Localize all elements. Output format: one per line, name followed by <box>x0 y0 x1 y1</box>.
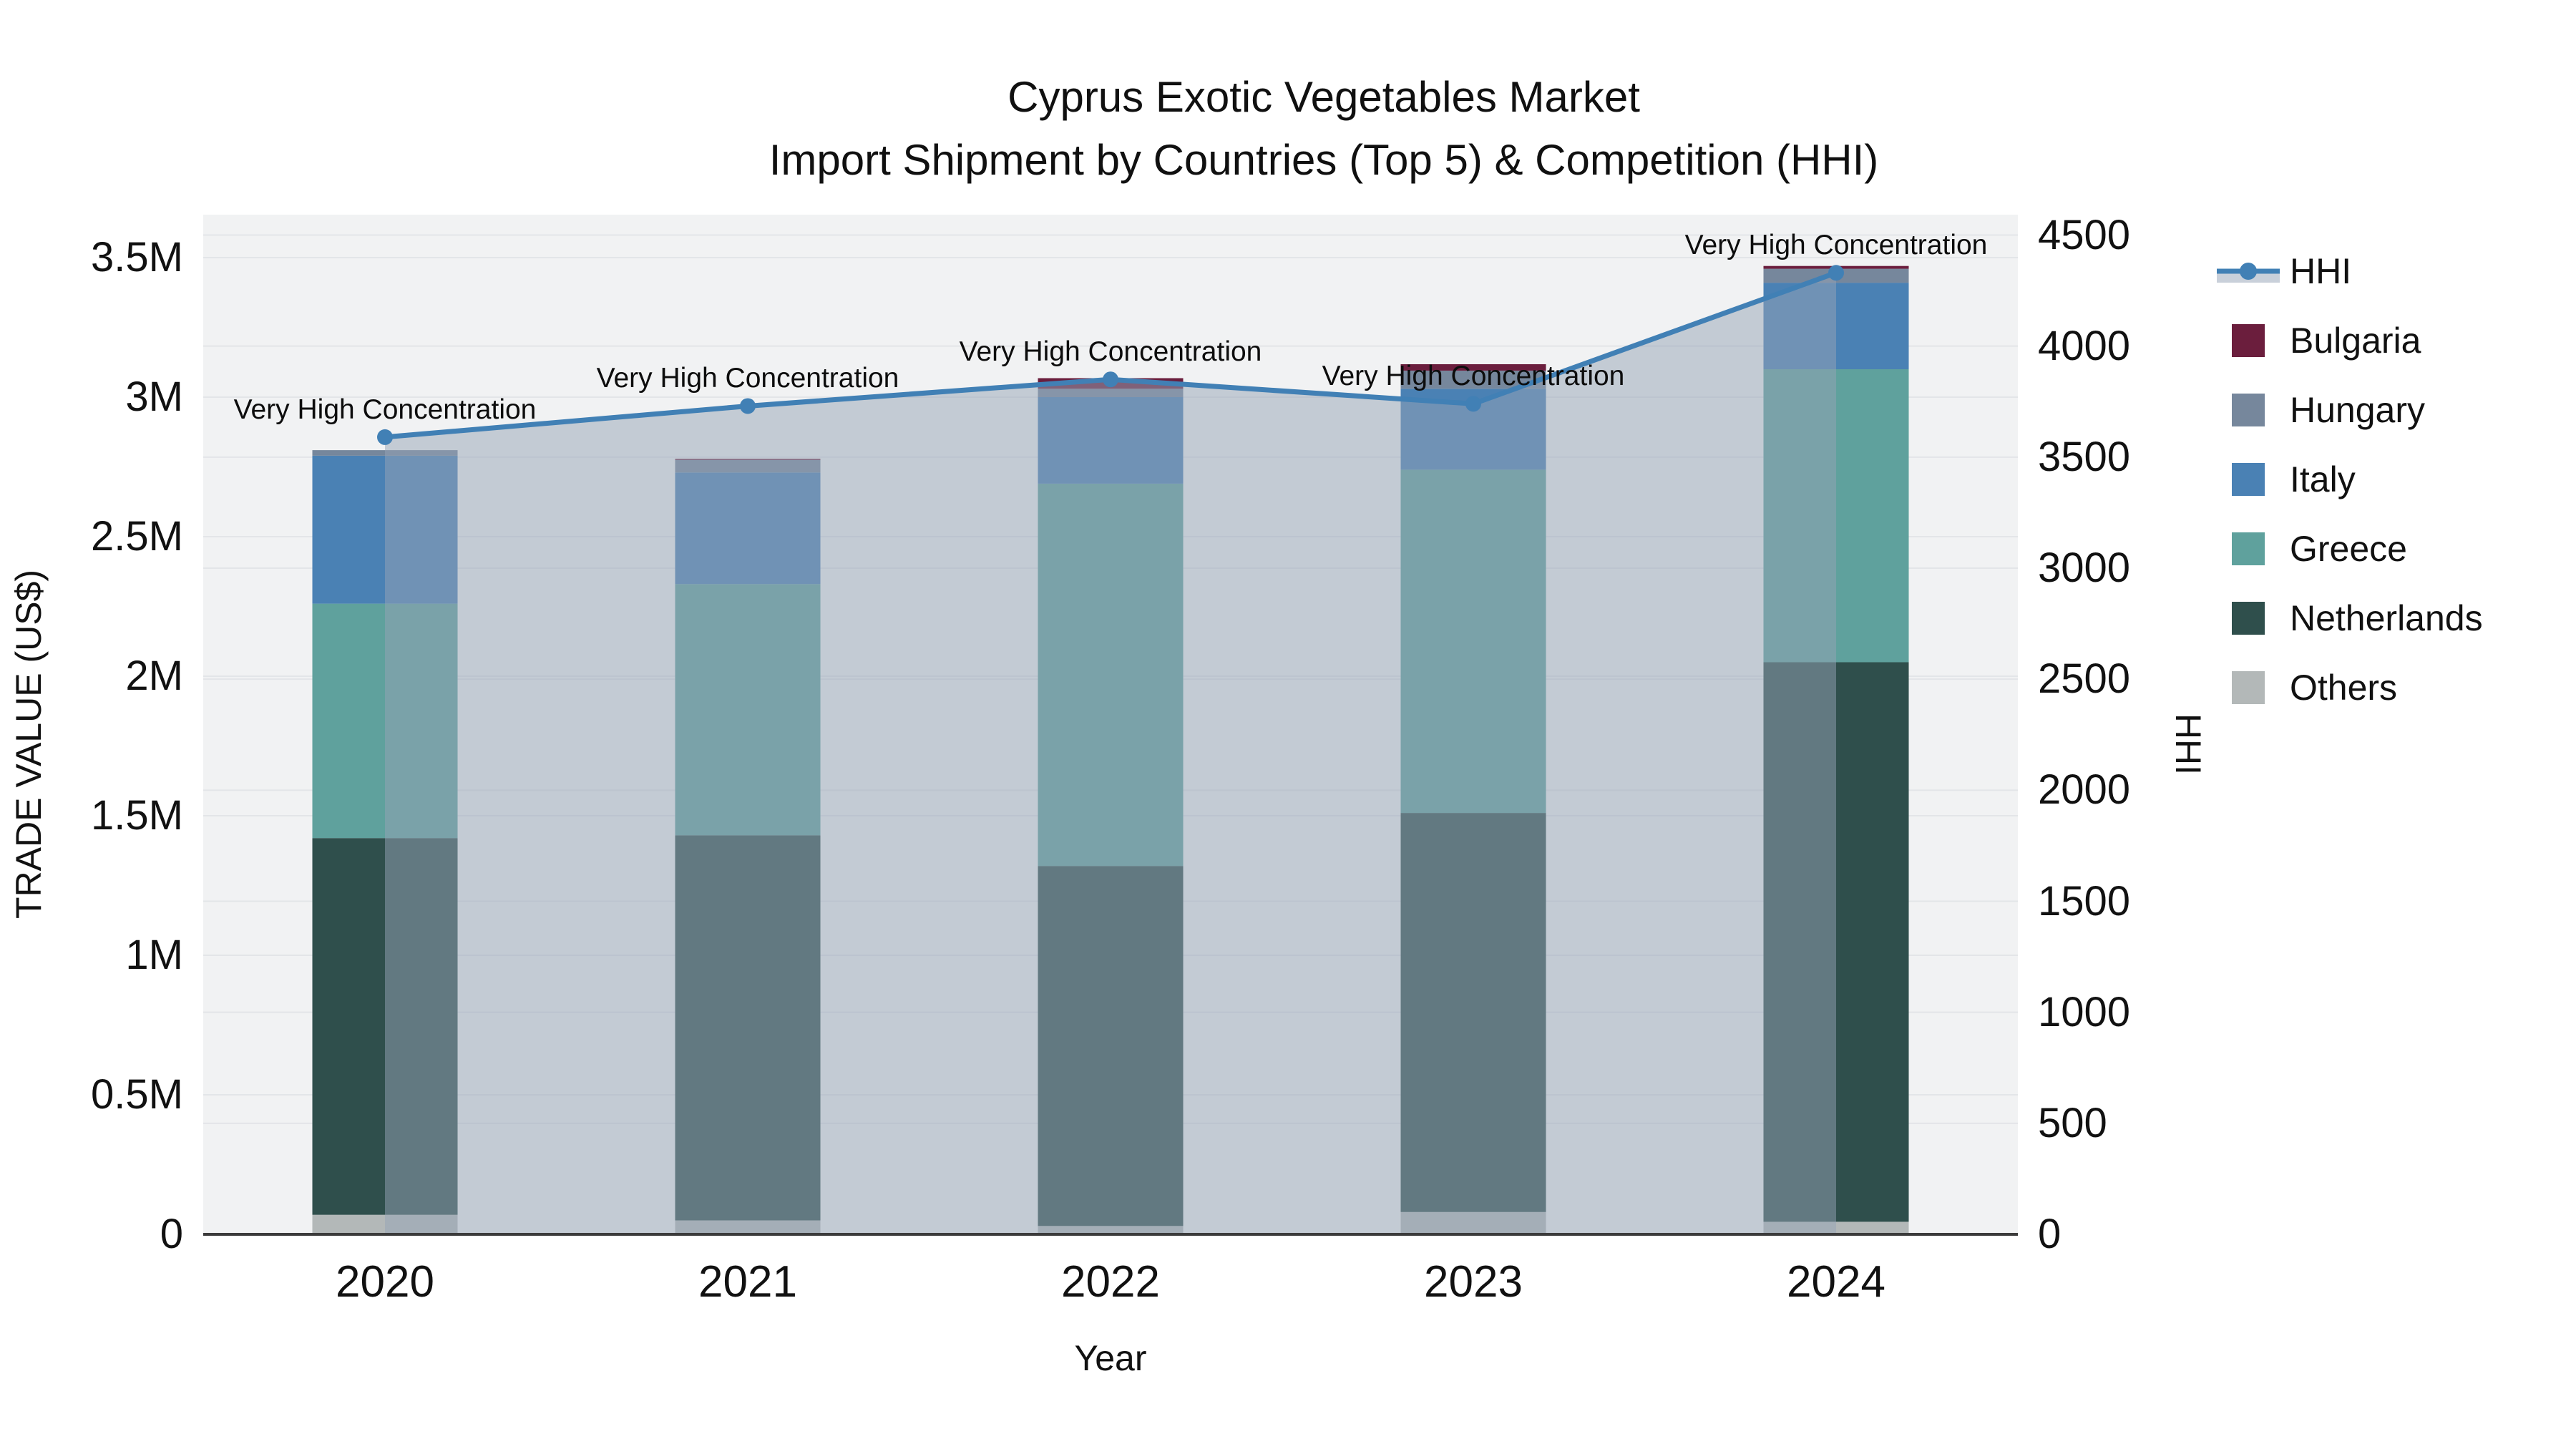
legend-item-hungary[interactable]: Hungary <box>2215 375 2483 444</box>
x-tick-2023: 2023 <box>1424 1257 1523 1307</box>
y-right-tick: 4000 <box>2038 322 2131 369</box>
x-axis-title: Year <box>1074 1338 1147 1378</box>
legend-item-hhi[interactable]: HHI <box>2215 236 2483 306</box>
color-swatch-icon <box>2215 393 2281 426</box>
legend-label: HHI <box>2290 250 2352 291</box>
y-left-tick: 3M <box>125 374 183 420</box>
y-right-tick: 2500 <box>2038 655 2131 703</box>
bar-segment-bulgaria-2023[interactable] <box>1400 364 1546 371</box>
legend-item-bulgaria[interactable]: Bulgaria <box>2215 306 2483 375</box>
hhi-marker-2020[interactable] <box>377 429 393 445</box>
y-right-tick: 4500 <box>2038 211 2131 258</box>
y-left-tick: 1.5M <box>91 792 183 839</box>
legend-label: Netherlands <box>2290 597 2483 638</box>
color-swatch-icon <box>2215 670 2281 704</box>
y-left-tick: 0 <box>160 1211 183 1257</box>
x-tick-2020: 2020 <box>336 1257 434 1307</box>
legend: HHI Bulgaria Hungary Italy Greece Netherlands… <box>2215 236 2483 722</box>
x-tick-2021: 2021 <box>698 1257 797 1307</box>
y-left-tick: 3.5M <box>91 234 183 280</box>
chart-title-line1: Cyprus Exotic Vegetables Market <box>1008 73 1640 121</box>
color-swatch-icon <box>2215 323 2281 357</box>
hhi-area-fill <box>385 273 1836 1235</box>
legend-swatch <box>2232 323 2265 357</box>
legend-label: Others <box>2290 667 2398 708</box>
y-right-tick: 0 <box>2038 1211 2062 1257</box>
chart-title: Cyprus Exotic Vegetables Market Import S… <box>769 66 1879 192</box>
legend-item-netherlands[interactable]: Netherlands <box>2215 583 2483 653</box>
legend-label: Bulgaria <box>2290 320 2421 361</box>
legend-swatch <box>2232 670 2265 704</box>
legend-label: Italy <box>2290 459 2356 499</box>
hhi-marker-2021[interactable] <box>740 398 756 414</box>
y-right-tick: 500 <box>2038 1099 2107 1146</box>
y-right-tick: 1000 <box>2038 988 2131 1035</box>
legend-item-others[interactable]: Others <box>2215 653 2483 722</box>
y-left-tick: 2M <box>125 653 183 699</box>
annotation-2022: Very High Concentration <box>959 336 1262 368</box>
legend-label: Hungary <box>2290 389 2425 430</box>
annotation-2023: Very High Concentration <box>1322 361 1625 392</box>
legend-swatch <box>2232 462 2265 496</box>
y-right-axis-title: HHI <box>2168 713 2208 776</box>
y-left-axis-title: TRADE VALUE (US$) <box>9 569 49 919</box>
color-swatch-icon <box>2215 462 2281 496</box>
hhi-marker-2022[interactable] <box>1103 371 1118 388</box>
legend-item-italy[interactable]: Italy <box>2215 444 2483 514</box>
legend-swatch <box>2232 532 2265 565</box>
chart-title-line2: Import Shipment by Countries (Top 5) & C… <box>769 136 1879 184</box>
y-left-tick: 2.5M <box>91 513 183 560</box>
y-left-tick: 1M <box>125 932 183 978</box>
color-swatch-icon <box>2215 601 2281 635</box>
y-right-tick: 1500 <box>2038 877 2131 924</box>
legend-label: Greece <box>2290 528 2407 569</box>
hhi-line-swatch-icon <box>2215 253 2281 290</box>
y-right-tick: 3000 <box>2038 545 2131 591</box>
legend-swatch <box>2232 601 2265 635</box>
legend-swatch <box>2232 393 2265 426</box>
legend-item-greece[interactable]: Greece <box>2215 514 2483 583</box>
y-right-tick: 3500 <box>2038 433 2131 480</box>
annotation-2021: Very High Concentration <box>596 363 899 394</box>
x-tick-2022: 2022 <box>1061 1257 1160 1307</box>
annotation-2020: Very High Concentration <box>233 394 537 425</box>
annotation-2024: Very High Concentration <box>1684 230 1988 261</box>
color-swatch-icon <box>2215 532 2281 565</box>
x-tick-2024: 2024 <box>1787 1257 1885 1307</box>
y-left-tick: 0.5M <box>91 1071 183 1118</box>
hhi-marker-2024[interactable] <box>1828 265 1844 281</box>
hhi-marker-2023[interactable] <box>1465 396 1481 412</box>
y-right-tick: 2000 <box>2038 766 2131 814</box>
